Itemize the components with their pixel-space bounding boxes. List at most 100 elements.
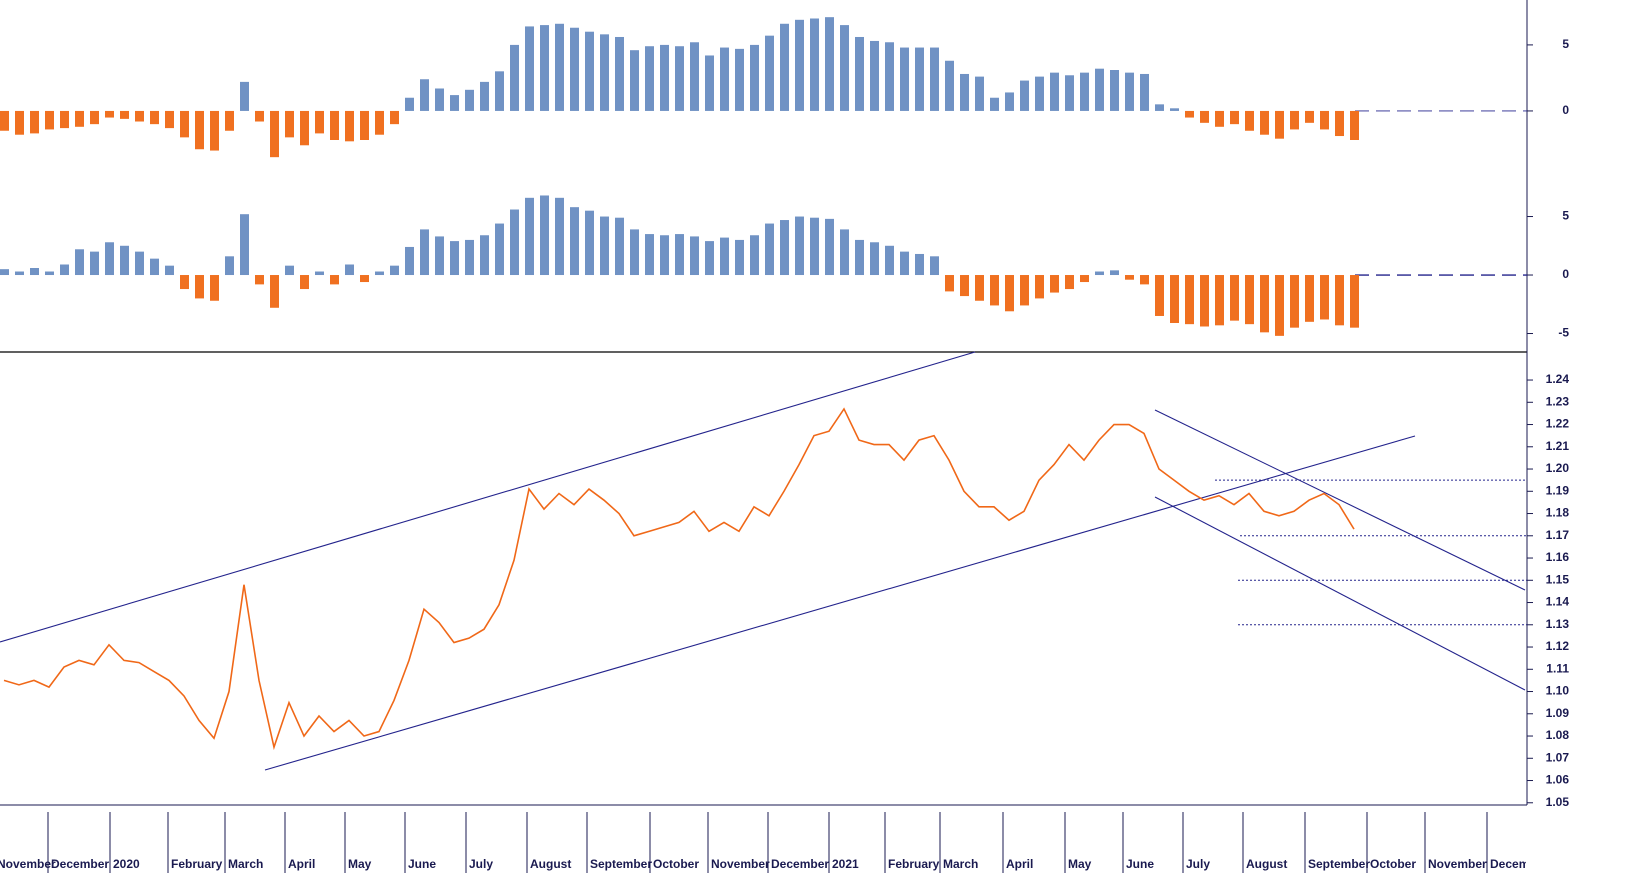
bar [600, 34, 609, 111]
x-tick-label: May [348, 857, 372, 871]
y-tick-label: 0 [1562, 267, 1569, 281]
x-tick-label: July [1186, 857, 1210, 871]
y-tick-label: 1.09 [1546, 706, 1570, 720]
bar [195, 275, 204, 299]
bar [855, 36, 864, 111]
x-tick-label: April [1006, 857, 1033, 871]
y-tick-label: 1.15 [1546, 572, 1570, 586]
bar [930, 47, 939, 111]
trend-line [1154, 496, 1526, 691]
bar [375, 271, 384, 276]
bar [1110, 70, 1119, 111]
x-tick-label: December [1490, 857, 1548, 871]
bar [630, 229, 639, 276]
bar [1320, 110, 1329, 130]
bar [600, 216, 609, 276]
bar [1170, 108, 1179, 111]
bar [1080, 72, 1089, 111]
bar [675, 46, 684, 111]
bar [60, 110, 69, 129]
bar [15, 110, 24, 135]
x-tick-label: September [590, 857, 652, 871]
bar [1035, 275, 1044, 299]
bar [180, 275, 189, 290]
bar [795, 216, 804, 276]
bar [450, 241, 459, 276]
bar [660, 235, 669, 276]
y-tick-label: 1.16 [1546, 550, 1570, 564]
bar [1140, 275, 1149, 285]
bar [690, 236, 699, 276]
bar [285, 110, 294, 138]
y-tick-label: 1.20 [1546, 461, 1570, 475]
x-tick-label: November [711, 857, 770, 871]
y-tick-label: 1.12 [1546, 639, 1570, 653]
bar [270, 275, 279, 308]
bar [240, 81, 249, 111]
bar [45, 271, 54, 276]
bar [255, 275, 264, 285]
bar [405, 246, 414, 276]
bar [945, 60, 954, 111]
bar [645, 46, 654, 111]
bar [1095, 68, 1104, 111]
bar [570, 27, 579, 111]
bar [825, 17, 834, 111]
bar [300, 110, 309, 146]
x-tick-label: July [469, 857, 493, 871]
bar [1020, 80, 1029, 111]
bar [915, 253, 924, 276]
y-tick-label: 1.24 [1546, 372, 1570, 386]
bar [720, 47, 729, 111]
bar [1050, 275, 1059, 293]
bar [255, 110, 264, 122]
bar [1080, 275, 1089, 283]
y-tick-label: 1.22 [1546, 417, 1570, 431]
bar [825, 218, 834, 276]
bar [120, 110, 129, 119]
bar [90, 110, 99, 125]
y-tick-label: 1.06 [1546, 773, 1570, 787]
y-tick-label: 1.23 [1546, 394, 1570, 408]
bar [1170, 275, 1179, 323]
y-tick-label: 1.07 [1546, 750, 1570, 764]
bar [1155, 275, 1164, 316]
bar [0, 269, 9, 276]
x-tick-label: February [888, 857, 940, 871]
bar [330, 275, 339, 285]
bar [150, 258, 159, 276]
y-tick-label: 1.08 [1546, 728, 1570, 742]
bar [345, 110, 354, 142]
bar [810, 18, 819, 111]
x-tick-label: June [1126, 857, 1154, 871]
y-tick-label: 1.17 [1546, 528, 1570, 542]
bar [585, 31, 594, 111]
bar [1065, 75, 1074, 111]
x-tick-label: October [653, 857, 699, 871]
bar [1245, 110, 1254, 131]
bar [120, 245, 129, 276]
trend-line [264, 435, 1416, 771]
trend-line [1154, 409, 1526, 591]
x-tick-label: December [51, 857, 109, 871]
bar [345, 264, 354, 276]
bar [165, 110, 174, 129]
x-tick-label: March [228, 857, 263, 871]
bar [810, 217, 819, 276]
bar [480, 81, 489, 111]
bar [135, 251, 144, 276]
bar [75, 110, 84, 127]
x-tick-label: 2020 [113, 857, 140, 871]
bar [105, 242, 114, 276]
x-tick-label: June [408, 857, 436, 871]
bar [1110, 270, 1119, 276]
x-tick-label: August [530, 857, 571, 871]
bar [1065, 275, 1074, 290]
bar [885, 42, 894, 111]
bar [420, 79, 429, 111]
bar [150, 110, 159, 125]
bar [15, 271, 24, 276]
bar [1125, 275, 1134, 280]
bar [855, 239, 864, 276]
bar [360, 110, 369, 140]
